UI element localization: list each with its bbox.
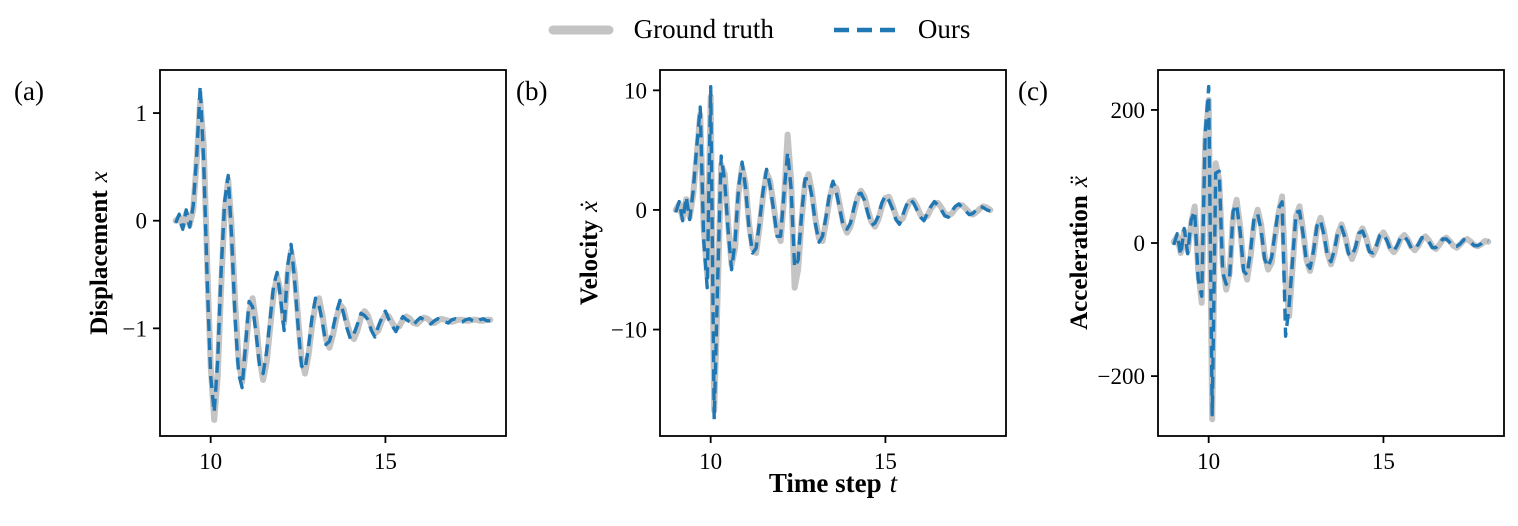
x-axis-label-text: Time step [768, 468, 882, 498]
y-axis-label-symbol: ẋ [576, 200, 603, 212]
panel-tag-c: (c) [1018, 76, 1048, 106]
series-line-ground-truth [172, 97, 494, 423]
y-tick-label: 0 [636, 198, 648, 223]
y-tick-label: 0 [1134, 231, 1146, 256]
legend-swatch-ground-truth-line [548, 25, 614, 34]
y-tick-label: 200 [1111, 98, 1146, 123]
x-axis-label: Time step t [769, 468, 897, 499]
x-tick-label: 10 [199, 449, 222, 474]
x-axis-label-symbol: t [889, 468, 898, 498]
y-tick-label: 0 [136, 209, 148, 234]
y-tick-label: 1 [136, 101, 148, 126]
y-axis-label-velocity: Velocity ẋ [576, 201, 604, 305]
series-line-ours [1172, 84, 1489, 417]
panel-tag-a: (a) [14, 76, 44, 106]
panel-tag-b: (b) [516, 76, 548, 106]
plot-spines [159, 69, 507, 437]
legend-swatch-ours-line [833, 27, 896, 32]
y-axis-label-text: Velocity [576, 219, 603, 306]
x-tick-label: 15 [1372, 449, 1395, 474]
y-tick-label: −200 [1098, 364, 1145, 389]
y-axis-label-acceleration: Acceleration ẍ [1066, 176, 1094, 330]
series-line-ours [674, 85, 991, 421]
y-tick-label: 10 [624, 78, 647, 103]
y-axis-label-text: Acceleration [1066, 195, 1093, 330]
x-tick-label: 15 [374, 449, 397, 474]
plot-area-velocity: 10 15 10 0 −10 [611, 69, 1007, 474]
y-axis-label-symbol: ẍ [1066, 176, 1093, 188]
x-tick-label: 15 [874, 449, 897, 474]
x-tick-label: 10 [699, 449, 722, 474]
plot-spines [659, 69, 1007, 437]
legend: Ground truth Ours [0, 16, 1518, 43]
legend-label-ground-truth: Ground truth [633, 14, 774, 44]
legend-label-ours: Ours [917, 14, 971, 44]
y-tick-label: −1 [123, 316, 147, 341]
y-tick-label: −10 [611, 318, 647, 343]
plot-area-acceleration: 10 15 200 0 −200 [1098, 69, 1505, 474]
series-line-ground-truth [672, 93, 994, 414]
series-line-ours [174, 84, 491, 414]
plot-spines [1157, 69, 1505, 437]
x-tick-label: 10 [1197, 449, 1220, 474]
